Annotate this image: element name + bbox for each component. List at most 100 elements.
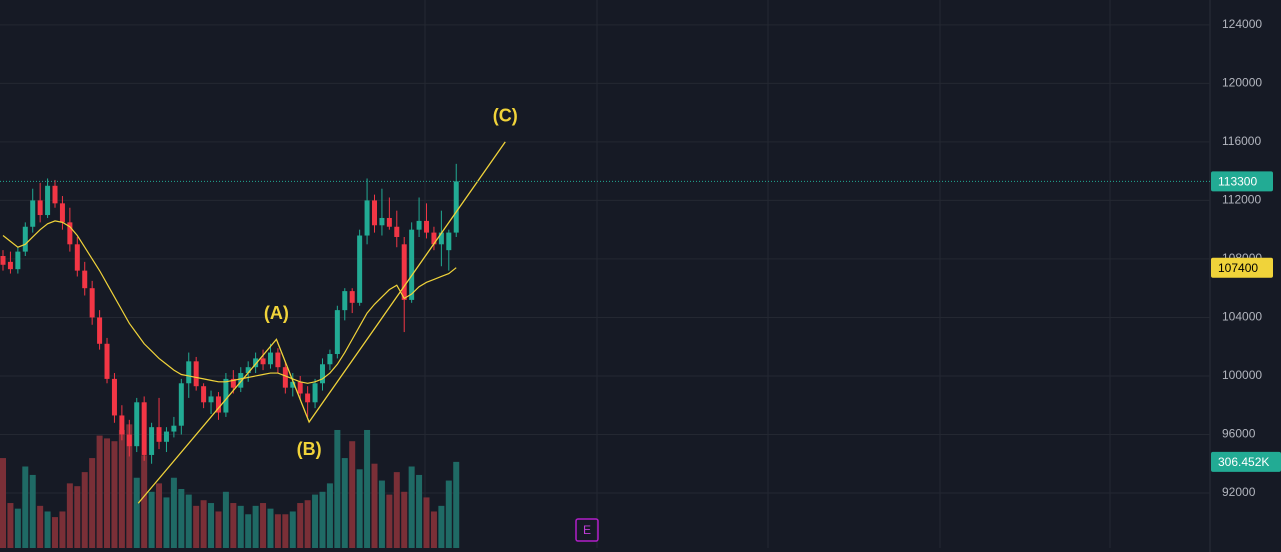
candle-body xyxy=(15,251,21,270)
volume-bar xyxy=(430,511,437,548)
volume-bar xyxy=(416,474,423,548)
volume-bar xyxy=(126,424,133,548)
candle-body xyxy=(82,270,88,289)
candle-body xyxy=(201,386,207,403)
y-tick-label: 104000 xyxy=(1222,310,1262,324)
volume-bar xyxy=(141,455,148,548)
volume-bar xyxy=(170,477,177,548)
volume-bar xyxy=(52,517,59,548)
price-label: 107400 xyxy=(1218,261,1258,275)
candle-body xyxy=(111,378,117,416)
candle-body xyxy=(134,402,140,447)
volume-bar xyxy=(59,511,66,548)
volume-bar xyxy=(312,494,319,548)
candle-body xyxy=(282,367,288,388)
candle-body xyxy=(409,229,415,300)
candle-body xyxy=(104,343,110,379)
volume-bar xyxy=(230,503,237,548)
event-marker[interactable]: E xyxy=(583,523,591,537)
candle-body xyxy=(453,181,459,233)
volume-bar xyxy=(22,466,29,548)
candle-body xyxy=(275,352,281,368)
volume-bar xyxy=(29,474,36,548)
candle-body xyxy=(238,373,244,388)
price-label-box xyxy=(1211,171,1273,192)
volume-bar xyxy=(326,483,333,548)
volume-bar xyxy=(237,505,244,548)
volume-bar xyxy=(408,466,415,548)
candle-body xyxy=(334,310,340,355)
volume-bar xyxy=(282,514,289,548)
candle-body xyxy=(74,244,80,271)
volume-bar xyxy=(66,483,73,548)
volume-bar xyxy=(200,500,207,548)
time-grid xyxy=(424,0,1111,548)
volume-bar xyxy=(133,477,140,548)
wave-label: (B) xyxy=(297,439,322,459)
moving-average xyxy=(2,220,457,384)
wave-label: (A) xyxy=(264,303,289,323)
candle-body xyxy=(37,200,43,216)
candle-body xyxy=(141,402,147,455)
volume-bar xyxy=(245,514,252,548)
volume-bar xyxy=(438,505,445,548)
candle-body xyxy=(416,220,422,230)
volume-bar xyxy=(453,461,460,548)
candle-body xyxy=(364,200,370,236)
volume-bar xyxy=(148,491,155,548)
volume-bar xyxy=(7,503,14,548)
price-label: 113300 xyxy=(1218,175,1257,189)
candle-body xyxy=(208,396,214,403)
volume-bar xyxy=(163,497,170,548)
y-tick-label: 120000 xyxy=(1222,76,1262,90)
candle-body xyxy=(386,217,392,227)
candle-body xyxy=(349,291,355,303)
volume-bar xyxy=(96,435,103,548)
candle-body xyxy=(178,383,184,426)
candle-body xyxy=(305,393,311,403)
candle-body xyxy=(260,358,266,365)
volume-bar xyxy=(252,505,259,548)
candle-body xyxy=(126,434,132,447)
y-tick-label: 124000 xyxy=(1222,17,1262,31)
volume-bar xyxy=(0,458,6,548)
candle-body xyxy=(290,381,296,388)
volume-bar xyxy=(267,508,274,548)
event-marker-box[interactable] xyxy=(575,518,599,542)
price-label: 306.452K xyxy=(1218,455,1269,469)
candle-body xyxy=(67,222,73,245)
candle-body xyxy=(342,291,348,311)
candle-body xyxy=(446,232,452,251)
y-tick-label: 112000 xyxy=(1222,193,1261,207)
price-label-box xyxy=(1211,257,1273,278)
candle-body xyxy=(30,200,36,227)
candle-body xyxy=(0,256,6,265)
wave-line xyxy=(137,141,506,504)
volume-bar xyxy=(178,488,185,548)
candle-body xyxy=(312,383,318,403)
volume-bar xyxy=(304,500,311,548)
candle-body xyxy=(253,358,259,368)
volume-bar xyxy=(349,441,356,548)
candle-body xyxy=(438,232,444,245)
candle-body xyxy=(297,381,303,394)
volume-bar xyxy=(44,511,51,548)
candle-body xyxy=(119,415,125,435)
volume-bar xyxy=(341,458,348,548)
candle-body xyxy=(223,378,229,413)
candle-body xyxy=(327,354,333,365)
y-tick-label: 100000 xyxy=(1222,368,1262,382)
volume-bar xyxy=(111,441,118,548)
volume-bar xyxy=(289,511,296,548)
volume-bar xyxy=(222,491,229,548)
candle-body xyxy=(171,425,177,432)
volume-bar xyxy=(89,458,96,548)
volume-bar xyxy=(37,505,44,548)
candle-body xyxy=(372,200,377,226)
volume-bar xyxy=(364,429,371,548)
candle-body xyxy=(193,361,199,387)
volume-bar xyxy=(356,469,363,548)
volume-bar xyxy=(208,503,215,548)
candle-body xyxy=(45,185,51,216)
volume-bar xyxy=(193,505,200,548)
